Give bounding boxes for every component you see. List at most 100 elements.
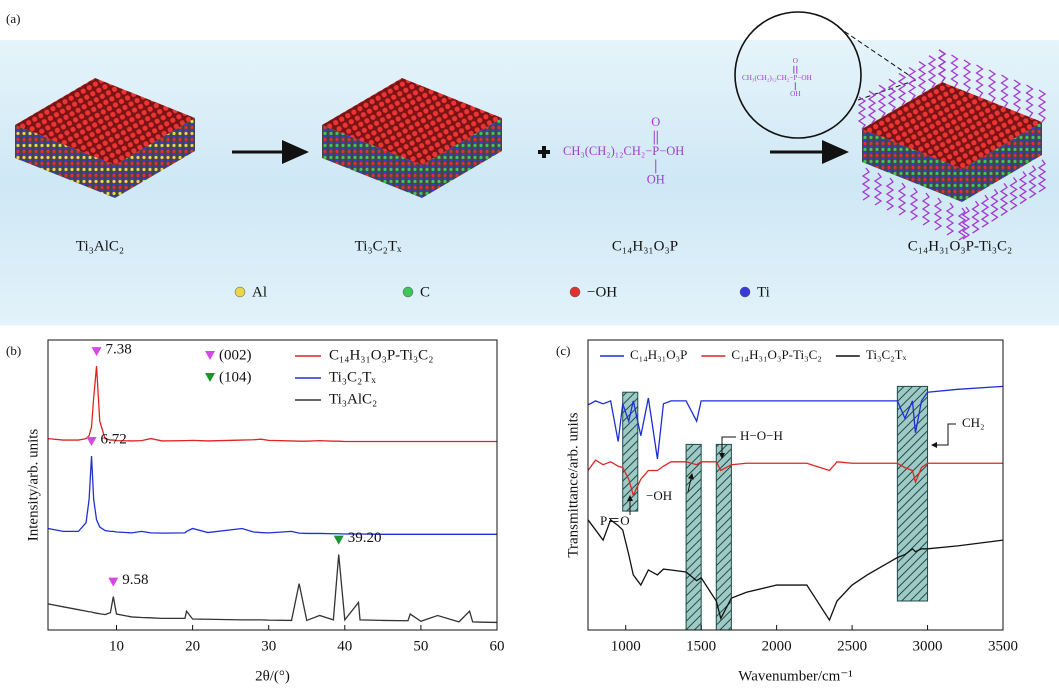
alkyl-chain — [990, 188, 999, 222]
alkyl-chain — [937, 49, 947, 83]
molecule-oh-bottom: OH — [647, 173, 665, 187]
molecule-formula: CH₃(CH₂)₁₂CH₂−P−OH — [563, 144, 684, 158]
alkyl-chain — [1037, 159, 1047, 193]
x-tick-label: 20 — [185, 638, 200, 654]
plus-sign — [538, 146, 550, 158]
alkyl-chain — [971, 200, 980, 234]
molecule-formula: CH₃(CH₂)₁₂CH₂−P−OH — [742, 74, 812, 82]
peak-label: 9.58 — [122, 572, 148, 588]
alkyl-chain — [917, 61, 927, 94]
alkyl-chain — [950, 54, 959, 88]
compound-label: Ti₃C₂Tₓ — [355, 238, 402, 254]
panel-label: (b) — [6, 343, 21, 358]
legend-label: Ti₃AlC₂ — [329, 391, 377, 407]
peak-marker — [86, 437, 97, 446]
x-tick-label: 40 — [337, 638, 352, 654]
peak-marker — [333, 535, 344, 545]
alkyl-chain — [999, 183, 1009, 216]
annotation-arrow — [719, 436, 736, 459]
y-axis-label: Transmittance/arb. units — [565, 412, 581, 557]
panel-label: (c) — [556, 343, 570, 358]
atom-label: Al — [252, 284, 267, 300]
annotation: P＝O — [600, 513, 630, 528]
alkyl-chain — [933, 197, 943, 231]
alkyl-chain — [961, 206, 971, 240]
alkyl-chain — [1037, 89, 1047, 123]
alkyl-chain — [861, 167, 871, 201]
molecule-oh: −OH — [659, 144, 684, 158]
series-line — [587, 385, 1004, 459]
annotation: H−O−H — [740, 428, 783, 443]
schematic — [15, 11, 1042, 202]
legend-label: (104) — [219, 369, 252, 385]
series-line — [587, 459, 1003, 497]
alkyl-chain — [873, 172, 883, 206]
alkyl-chain — [957, 207, 967, 241]
y-axis-label: Intensity/arb. units — [25, 429, 41, 542]
legend-marker — [205, 351, 215, 360]
highlight-region — [896, 385, 929, 602]
alkyl-chain — [921, 192, 931, 226]
peak-marker — [108, 577, 119, 587]
legend-label: (002) — [219, 347, 252, 363]
alkyl-chain — [867, 90, 877, 124]
x-tick-label: 2500 — [837, 638, 867, 654]
peak-label: 39.20 — [348, 530, 382, 546]
molecule: CH₃(CH₂)₁₂CH₂−P−OH O OH — [563, 115, 684, 187]
x-axis-label: Wavenumber/cm⁻¹ — [738, 668, 853, 684]
x-tick-label: 50 — [413, 638, 428, 654]
alkyl-chain — [857, 96, 867, 130]
legend-label: Ti₃C₂Tₓ — [866, 347, 907, 362]
series-line — [47, 455, 497, 535]
alkyl-chain — [907, 66, 917, 100]
legend-label: C₁₄H₃₁O₃P-Ti₃C₂ — [731, 347, 822, 362]
peak-label: 7.38 — [106, 342, 132, 358]
series-line — [587, 518, 1004, 622]
peak-label: 6.72 — [101, 431, 127, 447]
alkyl-chain — [980, 194, 990, 228]
series-line — [47, 366, 497, 443]
molecule-o: O — [793, 57, 798, 65]
alkyl-chain — [887, 78, 897, 112]
plot-frame — [587, 339, 1004, 631]
molecule: CH₃(CH₂)₁₂CH₂−P−OH O OH — [742, 57, 812, 98]
alkyl-chain — [897, 72, 907, 106]
x-tick-label: 2000 — [762, 638, 792, 654]
alkyl-chain — [909, 187, 919, 221]
annotation: CH₂ — [962, 415, 985, 430]
legend-label: C₁₄H₃₁O₃P — [630, 347, 687, 362]
x-tick-label: 3000 — [913, 638, 943, 654]
x-axis-label: 2θ/(°) — [255, 668, 290, 684]
peak-marker — [91, 347, 102, 357]
plot-frame — [47, 339, 498, 631]
alkyl-chain — [987, 69, 997, 103]
series-line — [47, 554, 498, 624]
alkyl-chain — [1018, 171, 1028, 205]
x-tick-label: 3500 — [988, 638, 1018, 654]
molecule-oh: −OH — [797, 74, 811, 82]
zoom-line — [857, 79, 917, 101]
molecule-p: P — [652, 144, 659, 158]
alkyl-chain — [1000, 74, 1009, 108]
alkyl-chain — [877, 84, 887, 118]
molecule-chain: CH₃(CH₂)₁₂CH₂− — [563, 144, 652, 158]
compound-label: C₁₄H₃₁O₃P — [612, 238, 678, 254]
atom-swatch — [234, 286, 246, 298]
alkyl-chain — [1025, 84, 1034, 118]
atom-label: C — [420, 284, 430, 300]
highlight-region — [685, 443, 702, 631]
alkyl-chain — [927, 55, 937, 89]
atom-swatch — [739, 286, 751, 298]
molecule-chain: CH₃(CH₂)₁₂CH₂− — [742, 74, 793, 82]
alkyl-chain — [1012, 79, 1022, 113]
alkyl-chain — [1009, 177, 1018, 211]
annotation-arrow — [931, 423, 956, 448]
atom-swatch — [569, 286, 581, 298]
alkyl-chain — [962, 59, 972, 93]
compound-label: Ti₃AlC₂ — [76, 238, 124, 254]
legend-label: Ti₃C₂Tₓ — [329, 369, 376, 385]
legend-label: C₁₄H₃₁O₃P-Ti₃C₂ — [329, 347, 433, 363]
x-tick-label: 30 — [261, 638, 276, 654]
alkyl-chain — [1028, 165, 1037, 199]
zoom-circle — [734, 11, 862, 139]
